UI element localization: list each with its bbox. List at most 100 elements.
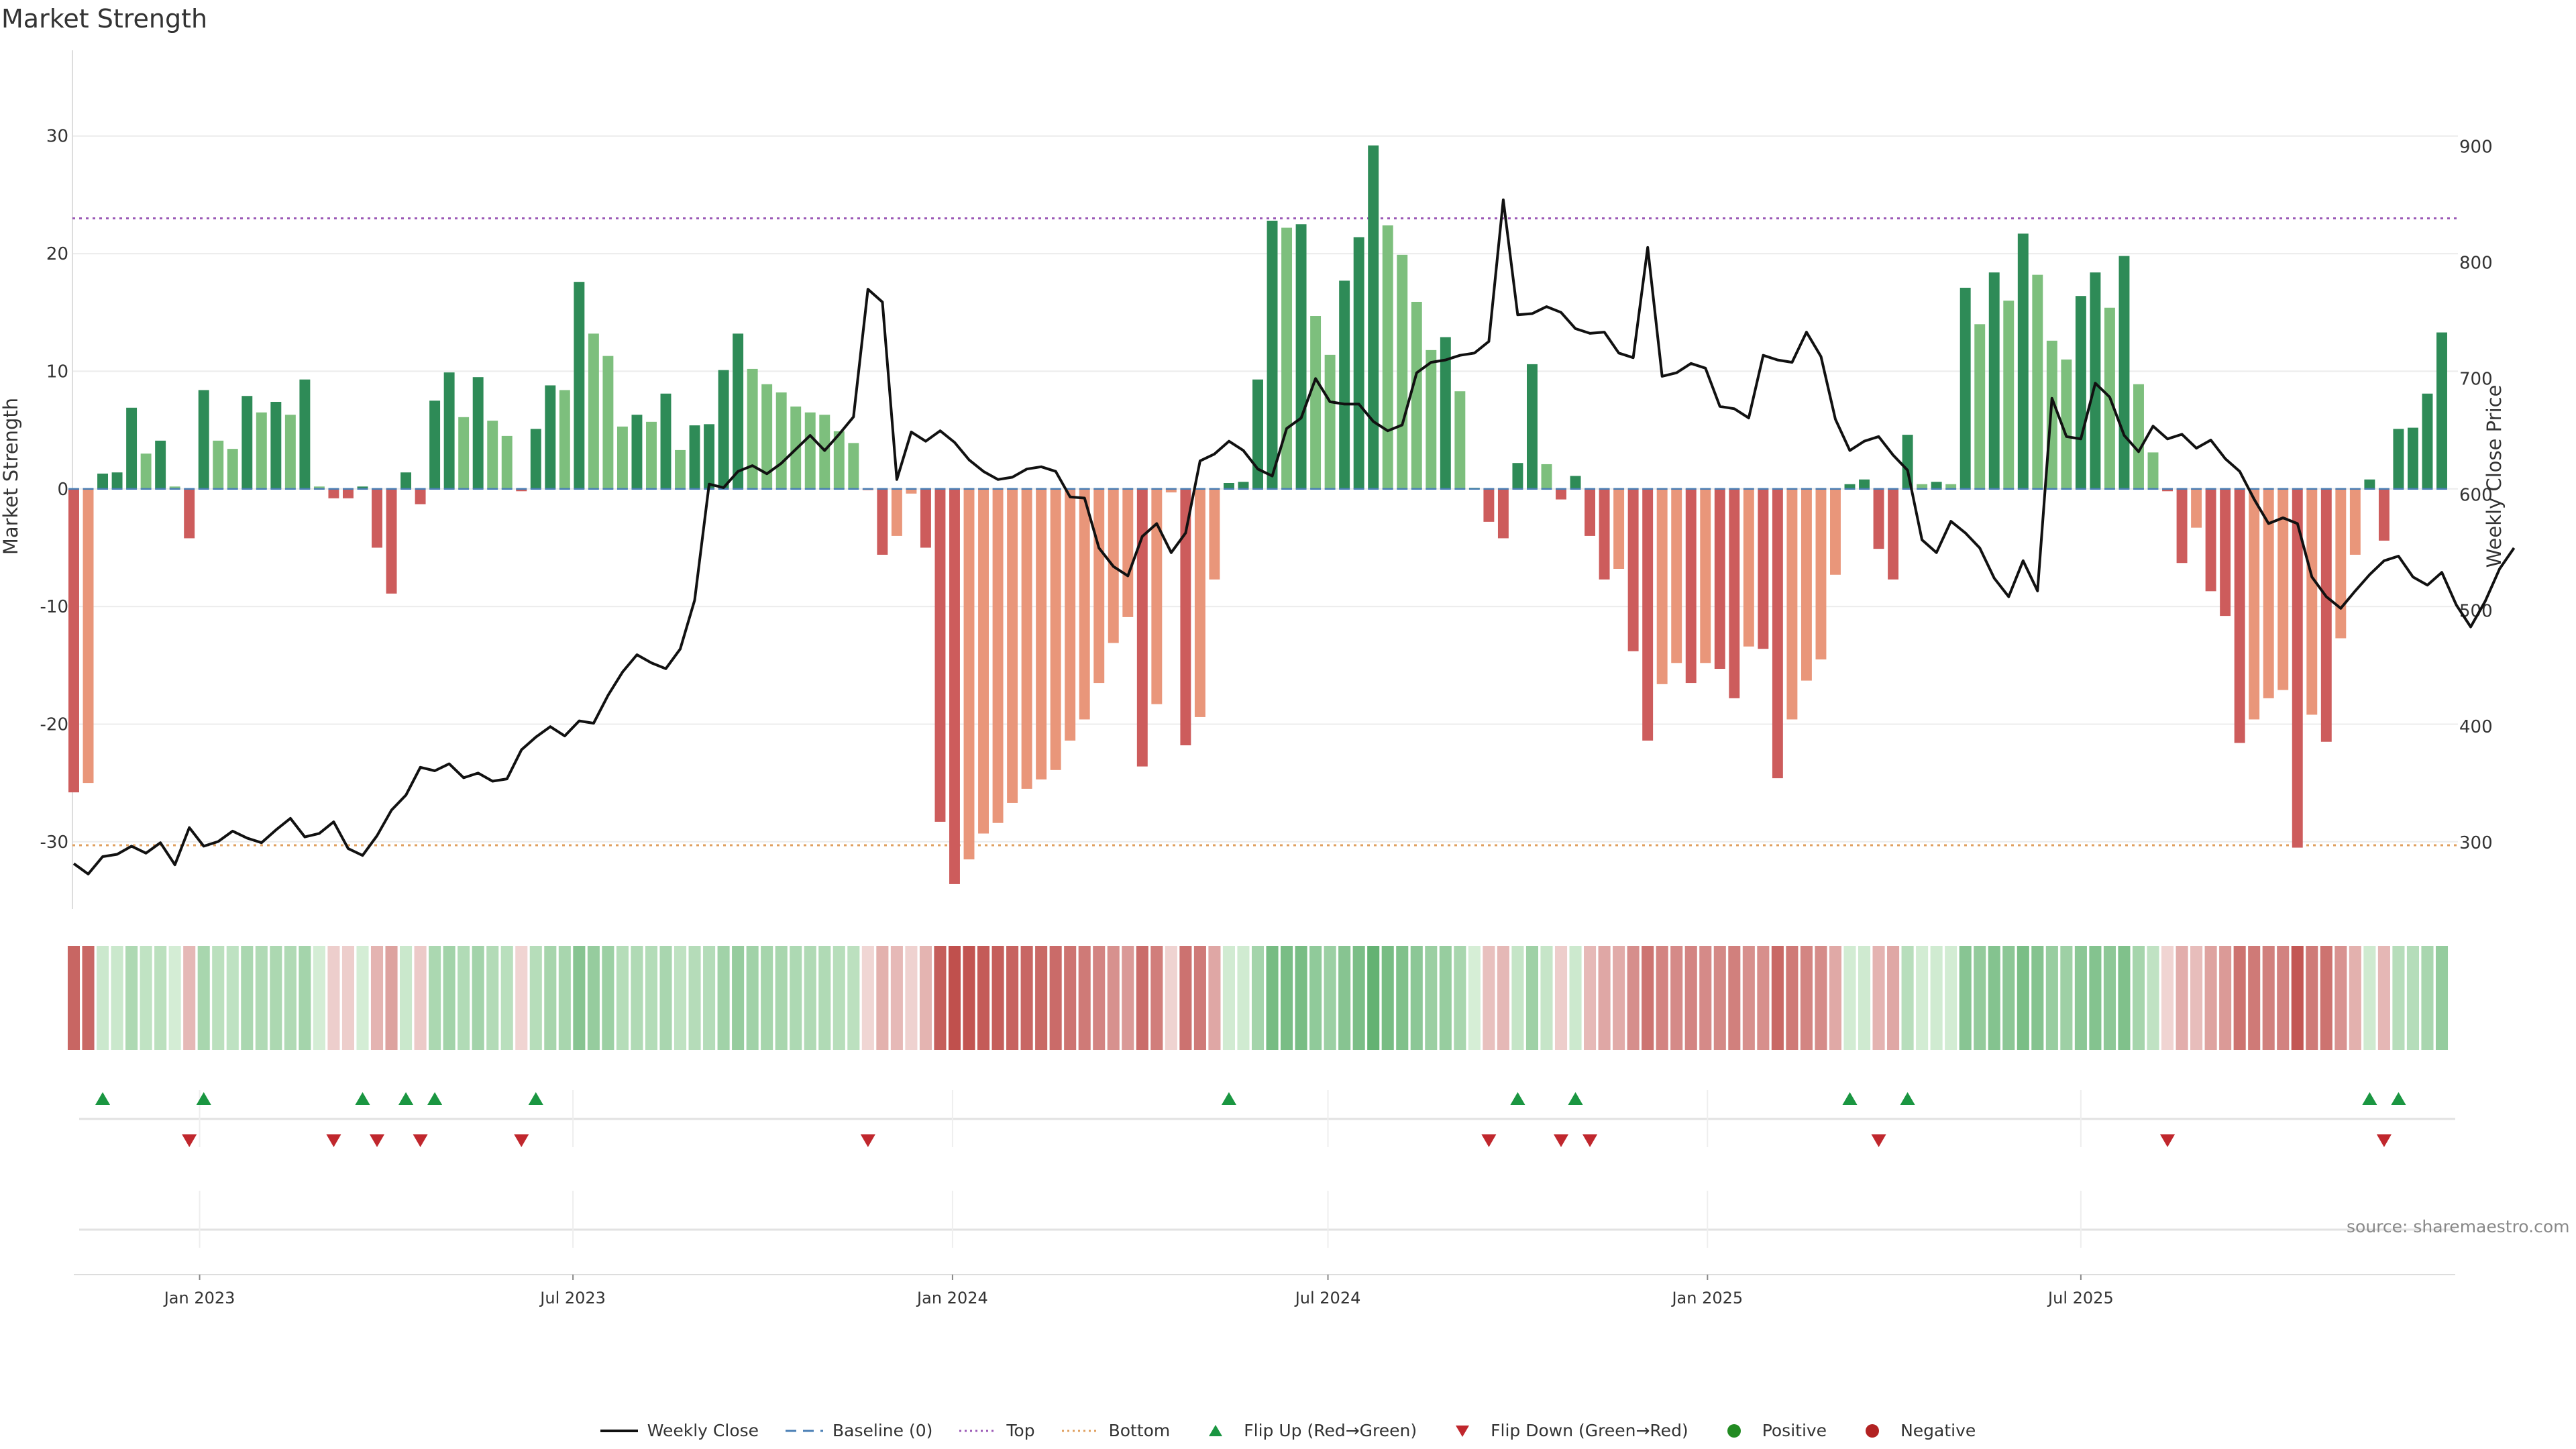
strength-bar (1974, 324, 1986, 489)
heat-cell (1035, 946, 1048, 1050)
strength-bar (386, 488, 397, 594)
heat-cell (2233, 946, 2246, 1050)
heat-cell (2074, 946, 2087, 1050)
strength-bar (111, 472, 123, 489)
strength-bar (1497, 488, 1509, 539)
heat-cell (1684, 946, 1697, 1050)
strength-bar (2349, 488, 2361, 555)
strength-bar (1050, 488, 1061, 770)
strength-bar (1613, 488, 1625, 569)
y2-tick-label: 800 (2459, 253, 2493, 273)
heat-cell (2334, 946, 2347, 1050)
legend-item-flip_up: Flip Up (Red→Green) (1197, 1421, 1417, 1440)
y-tick-label: 20 (46, 244, 68, 264)
strength-bar (1627, 488, 1639, 651)
heat-cell (1396, 946, 1409, 1050)
heat-cell (1598, 946, 1611, 1050)
heat-cell (1020, 946, 1033, 1050)
heat-cell (443, 946, 455, 1050)
legend-label: Bottom (1108, 1421, 1171, 1440)
heat-cell (1483, 946, 1495, 1050)
heat-cell (977, 946, 990, 1050)
strength-bar (1526, 364, 1538, 489)
strength-bar (1844, 484, 1856, 489)
heat-cell (544, 946, 557, 1050)
heat-cell (890, 946, 903, 1050)
heat-cell (1064, 946, 1077, 1050)
strength-bar (602, 356, 614, 489)
strength-bar (342, 488, 354, 498)
heat-cell (125, 946, 138, 1050)
legend-item-bottom: Bottom (1061, 1421, 1171, 1440)
grid-lines (72, 135, 2458, 843)
heat-cell (500, 946, 513, 1050)
heat-cell (1974, 946, 1986, 1050)
heat-cell (1858, 946, 1871, 1050)
heat-cell (1872, 946, 1885, 1050)
strength-bar (169, 486, 180, 489)
legend-swatch-price (600, 1429, 638, 1432)
heat-cell (1078, 946, 1091, 1050)
heat-cell (1901, 946, 1914, 1050)
y2-axis-label: Weekly Close Price (2483, 385, 2506, 568)
strength-bar (1295, 224, 1307, 489)
heat-cell (631, 946, 643, 1050)
heat-cell (1425, 946, 1438, 1050)
flip-down-marker (326, 1134, 341, 1147)
strength-bar (458, 417, 470, 489)
strength-bar (920, 488, 931, 548)
strength-bar (2292, 488, 2303, 848)
legend-swatch-flip_down (1456, 1425, 1470, 1437)
strength-bar (284, 415, 296, 489)
strength-bar (2075, 296, 2086, 489)
heat-cell (67, 946, 80, 1050)
heat-cell (2089, 946, 2102, 1050)
heat-cell (2219, 946, 2232, 1050)
heat-cell (1136, 946, 1148, 1050)
y2-tick-label: 300 (2459, 833, 2493, 853)
strength-bar (631, 415, 643, 489)
strength-bar (1729, 488, 1740, 698)
strength-bar (1136, 488, 1148, 767)
heat-cell (1757, 946, 1770, 1050)
strength-bar (472, 377, 484, 489)
heat-cell (2103, 946, 2116, 1050)
x-tick-label: Jul 2024 (1294, 1289, 1361, 1307)
strength-bar (1556, 488, 1566, 500)
strength-bar (1873, 488, 1884, 549)
strength-bar (2422, 393, 2433, 489)
strength-bar (2003, 301, 2015, 489)
heat-cell (385, 946, 398, 1050)
flip-down-marker (370, 1134, 385, 1147)
heat-cell (804, 946, 816, 1050)
heat-cell (833, 946, 845, 1050)
strength-bar (530, 429, 541, 489)
x-tick-label: Jan 2024 (916, 1289, 988, 1307)
page-title: Market Strength (1, 4, 208, 34)
heat-cell (2435, 946, 2449, 1050)
flip-down-marker (413, 1134, 428, 1147)
heat-cell (2248, 946, 2261, 1050)
legend-label: Negative (1900, 1421, 1976, 1440)
heat-cell (2176, 946, 2188, 1050)
strength-bar (992, 488, 1004, 823)
heat-cell (963, 946, 975, 1050)
heat-cell (2045, 946, 2058, 1050)
heat-cell (1699, 946, 1712, 1050)
strength-bar (1454, 391, 1466, 489)
heat-cell (2277, 946, 2290, 1050)
x-tick-label: Jan 2025 (1670, 1289, 1743, 1307)
legend-swatch-top (959, 1430, 998, 1432)
flip-down-marker (1871, 1134, 1886, 1147)
strength-bar (1324, 354, 1336, 489)
strength-bar (1238, 482, 1249, 489)
heat-cell (1150, 946, 1163, 1050)
x-axis: Jan 2023 Jul 2023 Jan 2024 Jul 2024 Jan 2025… (74, 1274, 2455, 1307)
heat-cell (168, 946, 181, 1050)
flip-up-marker (1510, 1092, 1525, 1105)
y-tick-label: -10 (40, 597, 68, 617)
x-tick-label: Jul 2025 (2047, 1289, 2114, 1307)
strength-bar (516, 488, 527, 492)
strength-bar (1426, 350, 1437, 489)
